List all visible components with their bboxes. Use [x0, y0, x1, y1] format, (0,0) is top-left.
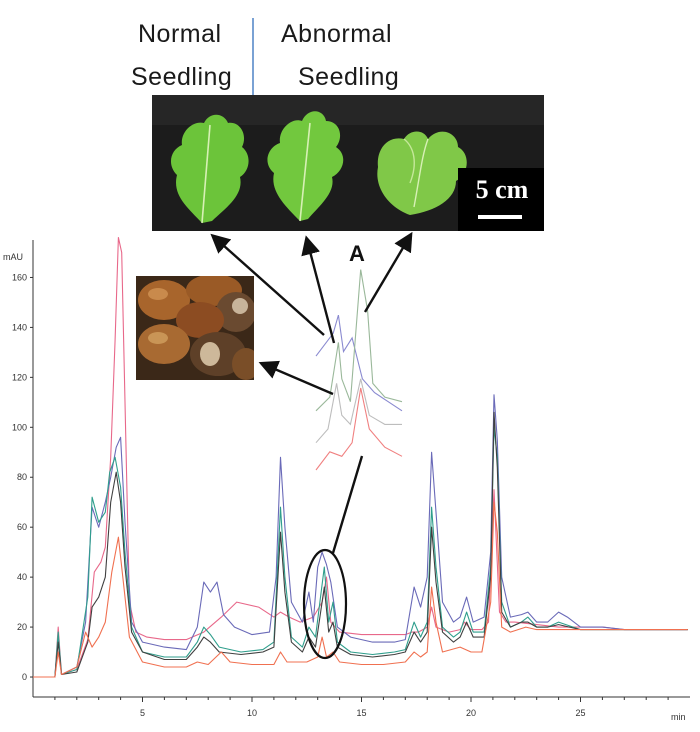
y-tick-label: 20 — [17, 622, 27, 632]
scale-label: 5 cm — [475, 175, 529, 204]
inset-line-1 — [315, 314, 403, 412]
series-lines — [33, 236, 688, 678]
inset-line-4 — [315, 387, 403, 471]
y-tick-label: 160 — [12, 272, 27, 282]
arrow-to-middle-leaf — [301, 235, 336, 344]
normal-leaf-2 — [267, 111, 344, 222]
connector-inset-to-ellipse — [331, 455, 364, 554]
x-tick-label: 10 — [247, 708, 257, 718]
x-tick-label: 20 — [466, 708, 476, 718]
y-tick-label: 40 — [17, 572, 27, 582]
y-tick-label: 0 — [22, 672, 27, 682]
abnormal-leaf — [377, 131, 467, 215]
scale-bar — [478, 215, 522, 219]
y-tick-label: 120 — [12, 372, 27, 382]
y-unit-label: mAU — [3, 252, 23, 262]
x-tick-label: 25 — [575, 708, 585, 718]
normal-label-line1: Normal — [138, 20, 222, 48]
arrow-to-acorns — [258, 360, 334, 396]
inset-label: A — [349, 241, 365, 266]
x-tick-label: 15 — [356, 708, 366, 718]
abnormal-label-line2: Seedling — [298, 63, 400, 91]
abnormal-label-line1: Abnormal — [281, 20, 392, 48]
highlight-ellipse — [302, 548, 348, 660]
y-tick-label: 140 — [12, 322, 27, 332]
y-tick-label: 60 — [17, 522, 27, 532]
scale-bar-box — [458, 168, 544, 231]
inset-line-3 — [315, 378, 402, 444]
y-ticks: 0 20 40 60 80 100 120 140 160 — [12, 272, 33, 682]
x-tick-label: 5 — [140, 708, 145, 718]
main-chart: mAU min 0 20 40 60 80 100 120 140 160 5 10 15 20 25 — [3, 236, 690, 722]
acorn-photo — [136, 276, 254, 380]
x-ticks: 5 10 15 20 25 — [54, 697, 669, 718]
arrows — [210, 231, 413, 554]
normal-leaf — [170, 114, 249, 224]
normal-label-line2: Seedling — [131, 63, 233, 91]
leaf-photo — [152, 95, 544, 231]
series-line-2 — [33, 394, 688, 678]
inset-chromatogram — [315, 269, 403, 471]
header-divider — [252, 18, 254, 96]
y-tick-label: 80 — [17, 472, 27, 482]
arrow-to-normal-leaf — [210, 233, 325, 336]
x-unit-label: min — [671, 712, 686, 722]
series-line-5 — [33, 501, 688, 678]
inset-line-2 — [315, 269, 403, 412]
arrow-to-abnormal-leaf — [363, 231, 413, 313]
series-line-4 — [33, 411, 688, 678]
y-tick-label: 100 — [12, 422, 27, 432]
